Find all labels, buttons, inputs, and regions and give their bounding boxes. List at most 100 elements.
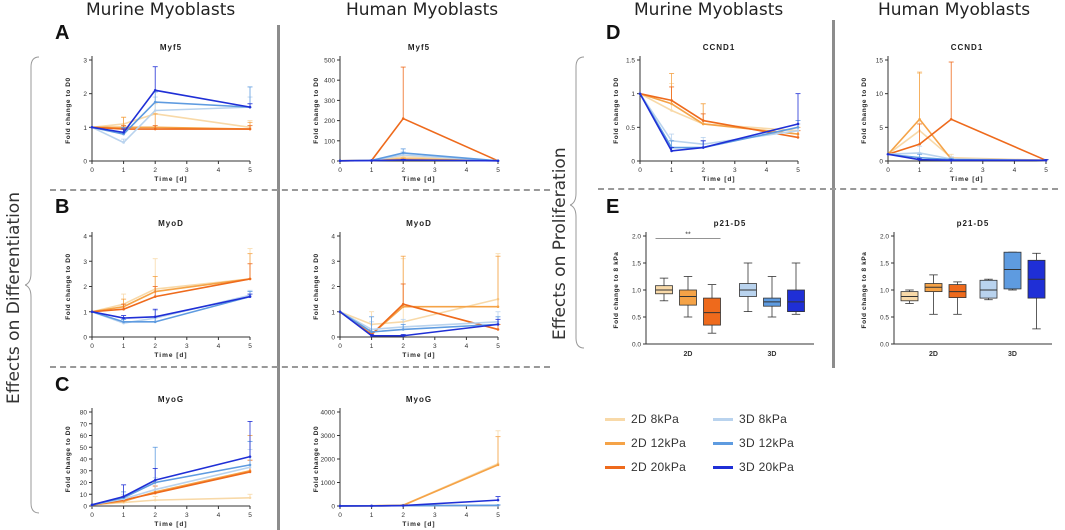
bracket-proliferation [570,56,585,349]
bracket-differentiation [25,56,40,514]
data-point-3d-20kpa [401,504,405,507]
data-point-2d-12kpa [670,102,673,106]
x-tick-label: 2 [153,167,157,174]
data-point-2d-20kpa [701,119,705,122]
legend-label-3d-20kpa: 3D 20kPa [739,460,795,474]
box-2d-20kpa [703,297,721,326]
y-tick-label: 3000 [321,433,336,440]
y-tick-label: 0.5 [626,125,635,132]
x-tick-label: 2 [153,512,157,519]
x-tick-label: 4 [217,343,221,350]
data-point-2d-8kpa [153,498,157,502]
data-point-2d-20kpa [670,99,673,102]
x-tick-label: 5 [248,512,252,519]
data-point-3d-20kpa [122,495,125,498]
data-point-3d-20kpa [370,159,373,162]
data-point-3d-20kpa [496,159,500,163]
chart-title: p21-D5 [714,219,747,228]
data-point-2d-12kpa [918,117,921,121]
data-point-3d-12kpa [153,320,157,324]
y-axis-label: Fold change to D0 [313,77,320,144]
y-tick-label: 0 [331,504,335,511]
legend-swatch-2d-20kpa [605,465,625,469]
y-axis-label: Fold change to D0 [861,77,868,144]
y-tick-label: 40 [80,457,88,464]
x-tick-label: 1 [122,167,126,174]
chart-c-murine-myog: MyoG 0 10 20 30 40 50 60 70 80 0 1 2 3 4 5 Time [d] Fold … [65,395,253,528]
x-tick-label: 3 [433,167,437,174]
data-point-3d-20kpa [401,334,405,338]
y-tick-label: 5 [879,125,883,132]
data-point-2d-20kpa [918,142,921,146]
x-tick-label: 1 [370,167,374,174]
box-3d-12kpa [1003,251,1022,290]
chart-title: MyoG [158,395,184,404]
legend-item-2d-12kpa: 2D 12kPa [605,434,686,452]
x-tick-label: 5 [248,343,252,350]
data-point-2d-20kpa [248,277,252,281]
series-line-2d-8kpa [339,462,499,507]
chart-title: CCND1 [703,43,736,52]
data-point-2d-20kpa [401,117,405,120]
group-label-3d: 3D [768,351,777,358]
x-tick-label: 5 [496,167,500,174]
series-line-3d-20kpa [339,311,499,337]
y-tick-label: 0.0 [632,342,641,349]
x-axis-label: Time [d] [154,521,187,528]
data-point-3d-20kpa [338,504,342,508]
data-point-3d-20kpa [122,316,125,320]
data-point-3d-12kpa [153,100,157,104]
y-tick-label: 200 [324,118,335,125]
x-tick-label: 0 [886,167,890,174]
data-point-2d-20kpa [496,328,500,331]
y-axis-label: Fold change to D0 [65,426,72,493]
data-point-2d-8kpa [670,109,673,112]
x-tick-label: 5 [1044,167,1048,174]
data-point-2d-20kpa [796,136,800,139]
data-point-2d-12kpa [496,305,500,308]
x-tick-label: 4 [765,167,769,174]
y-tick-label: 1 [331,309,335,316]
x-tick-label: 0 [338,512,342,519]
chart-title: MyoD [158,219,184,228]
data-point-3d-12kpa [496,503,500,507]
y-tick-label: 15 [876,58,884,65]
panel-letter-c: C [55,374,70,396]
data-point-3d-12kpa [153,481,157,484]
data-point-3d-12kpa [122,320,125,324]
x-tick-label: 4 [465,167,469,174]
legend-item-3d-8kpa: 3D 8kPa [713,410,787,428]
x-axis-label: Time [d] [402,521,435,528]
legend-label-3d-8kpa: 3D 8kPa [739,412,788,426]
chart-a-human-myf5: Myf5 0 100 200 300 400 500 0 1 2 3 4 5 Time [d] Fold c… [313,43,500,183]
data-point-3d-20kpa [248,105,252,109]
data-point-3d-20kpa [153,89,157,92]
x-tick-label: 4 [217,512,221,519]
data-point-3d-12kpa [796,126,800,129]
y-tick-label: 0 [331,159,335,166]
series-line-2d-20kpa [91,278,251,313]
x-tick-label: 0 [638,167,642,174]
y-tick-label: 2.0 [632,234,641,241]
x-axis-label: Time [d] [702,176,735,183]
data-point-3d-20kpa [496,498,500,502]
y-tick-label: 1 [83,309,87,316]
series-line-2d-20kpa [639,92,799,139]
y-axis-label: Fold change to 8 kPa [861,251,868,328]
data-point-2d-20kpa [949,117,953,121]
y-tick-label: 1.5 [626,58,635,65]
legend-item-3d-12kpa: 3D 12kPa [713,434,794,452]
legend-item-2d-8kpa: 2D 8kPa [605,410,679,428]
x-tick-label: 3 [733,167,737,174]
x-tick-label: 4 [217,167,221,174]
x-tick-label: 5 [796,167,800,174]
chart-title: MyoG [406,395,432,404]
series-line-2d-8kpa [887,129,1047,162]
series-line-3d-20kpa [91,455,251,506]
column-title-murine-left: Murine Myoblasts [86,0,236,20]
data-point-3d-20kpa [90,126,94,129]
x-tick-label: 4 [465,343,469,350]
box-3d-8kpa [979,279,998,299]
data-point-2d-20kpa [401,302,405,306]
chart-title: Myf5 [408,43,430,52]
